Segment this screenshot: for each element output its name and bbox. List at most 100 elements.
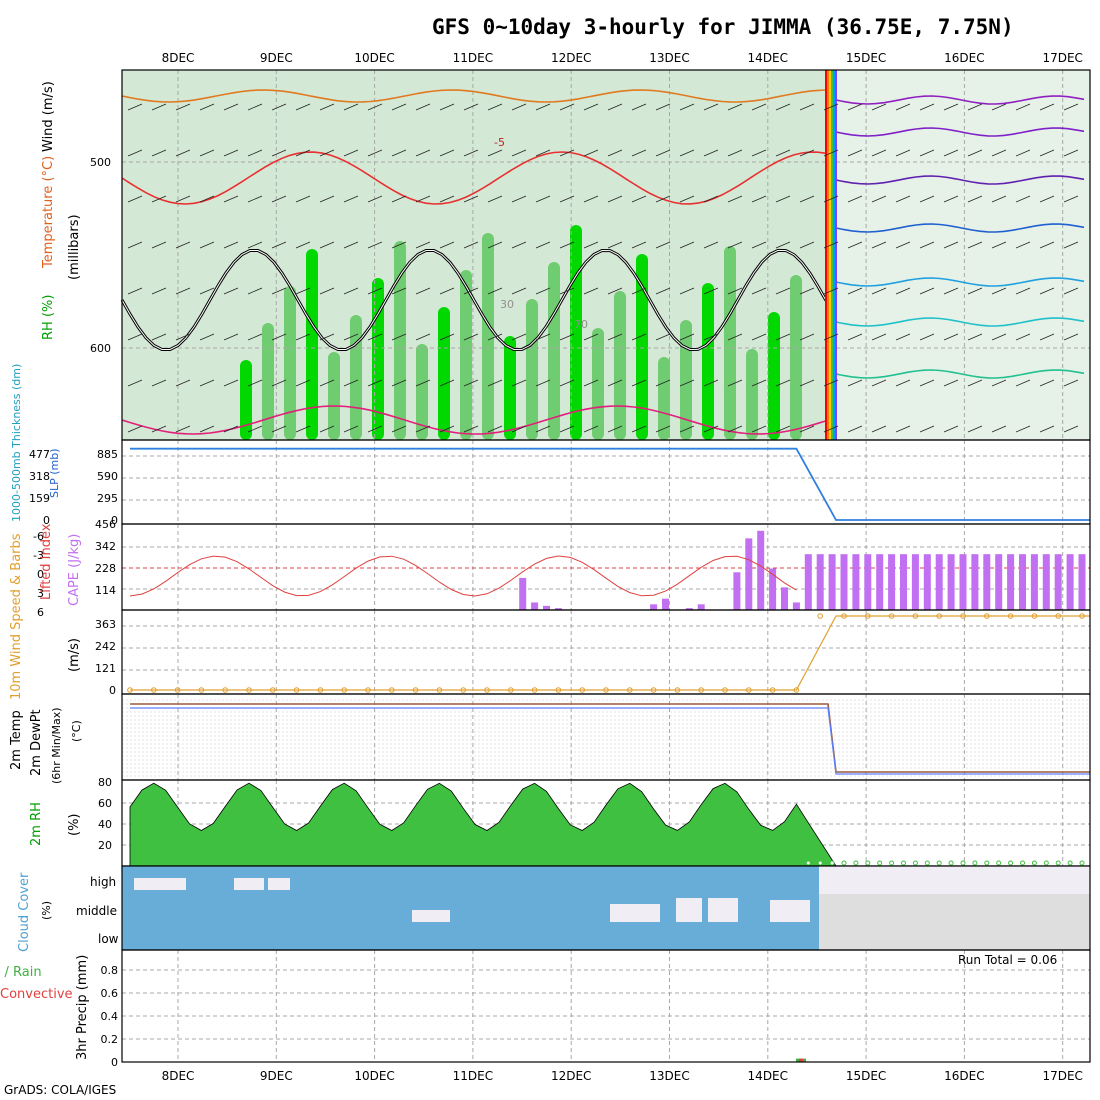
wind-barb — [1015, 333, 1031, 341]
wind-barb — [439, 287, 455, 295]
temp2m-grid — [122, 694, 1090, 780]
wind-barb — [319, 149, 335, 157]
wind-barb — [487, 241, 503, 249]
wind-barb — [511, 241, 527, 249]
cloud-ylabel: Cloud Cover — [17, 872, 32, 952]
cape-bar — [911, 554, 919, 610]
wind-barb — [487, 333, 503, 341]
cape-bar — [685, 608, 693, 610]
rh2m-tick: 20 — [98, 839, 112, 852]
wind-speed-marker — [508, 687, 514, 693]
wind-barb — [967, 425, 983, 433]
cape-bar — [852, 554, 860, 610]
top-date-label: 11DEC — [453, 51, 493, 65]
cape-tick: 342 — [95, 540, 116, 553]
wind-barb — [199, 149, 215, 157]
wind-barb — [175, 195, 191, 203]
wind-barb — [319, 103, 335, 111]
wind-barb — [991, 149, 1007, 157]
precip-frame — [121, 949, 1091, 1063]
wind-barb — [151, 333, 167, 341]
rh2m-marker — [805, 860, 811, 866]
wind-barb — [583, 425, 599, 433]
wind-barb — [775, 195, 791, 203]
wind-barb — [847, 103, 863, 111]
rh-moist-blob — [570, 225, 582, 440]
cloud-clear-mid — [819, 894, 1090, 950]
wind-barb — [775, 287, 791, 295]
wind-barb — [343, 287, 359, 295]
rh-moist-blob — [460, 270, 472, 440]
wind-barb — [1063, 241, 1079, 249]
cloud-units: (%) — [40, 901, 53, 920]
temp2m-lines — [130, 703, 1090, 775]
precip-panel: 0 0.2 0.4 0.6 0.8 Run Total = 0.06 Total / R… — [0, 949, 1091, 1069]
wind-barb — [607, 149, 623, 157]
wind-barb — [607, 333, 623, 341]
wind-barb — [583, 241, 599, 249]
wind-barb — [439, 103, 455, 111]
wind-barb — [463, 241, 479, 249]
bottom-date-label: 8DEC — [162, 1069, 195, 1083]
cape-bar — [959, 554, 967, 610]
wind-barb — [535, 333, 551, 341]
wind-barb — [583, 287, 599, 295]
wind10m-tick: 242 — [95, 640, 116, 653]
cape-bar — [816, 554, 824, 610]
wind-barb — [295, 425, 311, 433]
cape-bar — [697, 604, 705, 610]
rh-moist-blob — [790, 275, 802, 440]
rh-contour-inner — [121, 249, 827, 351]
slp-tick: 590 — [97, 470, 118, 483]
wind-barb — [487, 379, 503, 387]
wind-barb — [823, 103, 839, 111]
wind-barb — [631, 425, 647, 433]
rh2m-marker — [817, 860, 823, 866]
contour-label-70: 70 — [574, 318, 588, 331]
wind-barb — [127, 425, 143, 433]
wind10m-tick: 363 — [95, 618, 116, 631]
wind-barb — [703, 103, 719, 111]
cape-ylabel: CAPE (J/kg) — [67, 534, 82, 606]
precip-tick: 0.4 — [101, 1010, 119, 1023]
wind-barb — [343, 149, 359, 157]
top-date-label: 9DEC — [260, 51, 293, 65]
rh-shading — [122, 70, 836, 440]
wind-barb — [487, 425, 503, 433]
rh-moist-blob — [482, 233, 494, 440]
wind-barb — [295, 241, 311, 249]
rh2m-marker — [841, 860, 847, 866]
wind-barb — [1015, 149, 1031, 157]
wind-barb — [1015, 425, 1031, 433]
rh2m-marker — [1020, 860, 1025, 866]
wind10m-frame — [121, 609, 1091, 695]
wind-barb — [487, 287, 503, 295]
wind-barb — [439, 241, 455, 249]
wind-barb — [463, 149, 479, 157]
wind-barb — [679, 103, 695, 111]
precip-tick: 0 — [111, 1056, 118, 1069]
dewpoint-path — [130, 707, 1090, 775]
wind-speed-marker — [960, 613, 966, 619]
wind-barb — [1039, 241, 1055, 249]
wind-barb — [127, 103, 143, 111]
wind-barb — [1015, 195, 1031, 203]
wind-barb — [319, 333, 335, 341]
wind-speed-marker — [460, 687, 467, 693]
wind-barb — [967, 241, 983, 249]
cape-bar — [1078, 554, 1086, 610]
rh2m-ylabel: 2m RH — [29, 802, 44, 846]
wind-barb — [415, 379, 431, 387]
wind-barb — [847, 379, 863, 387]
cape-ticks: -6 -3 0 3 6 114 228 342 456 — [33, 518, 116, 619]
wind-barb — [847, 287, 863, 295]
wind-barb — [127, 379, 143, 387]
wind-barb — [367, 333, 383, 341]
wind-barb — [919, 287, 935, 295]
wind-speed-marker — [722, 687, 728, 693]
wind-barb — [463, 195, 479, 203]
wind-barb — [967, 333, 983, 341]
temp2m-frame — [121, 693, 1091, 781]
wind-barb — [1039, 195, 1055, 203]
cape-tick: 456 — [95, 518, 116, 531]
